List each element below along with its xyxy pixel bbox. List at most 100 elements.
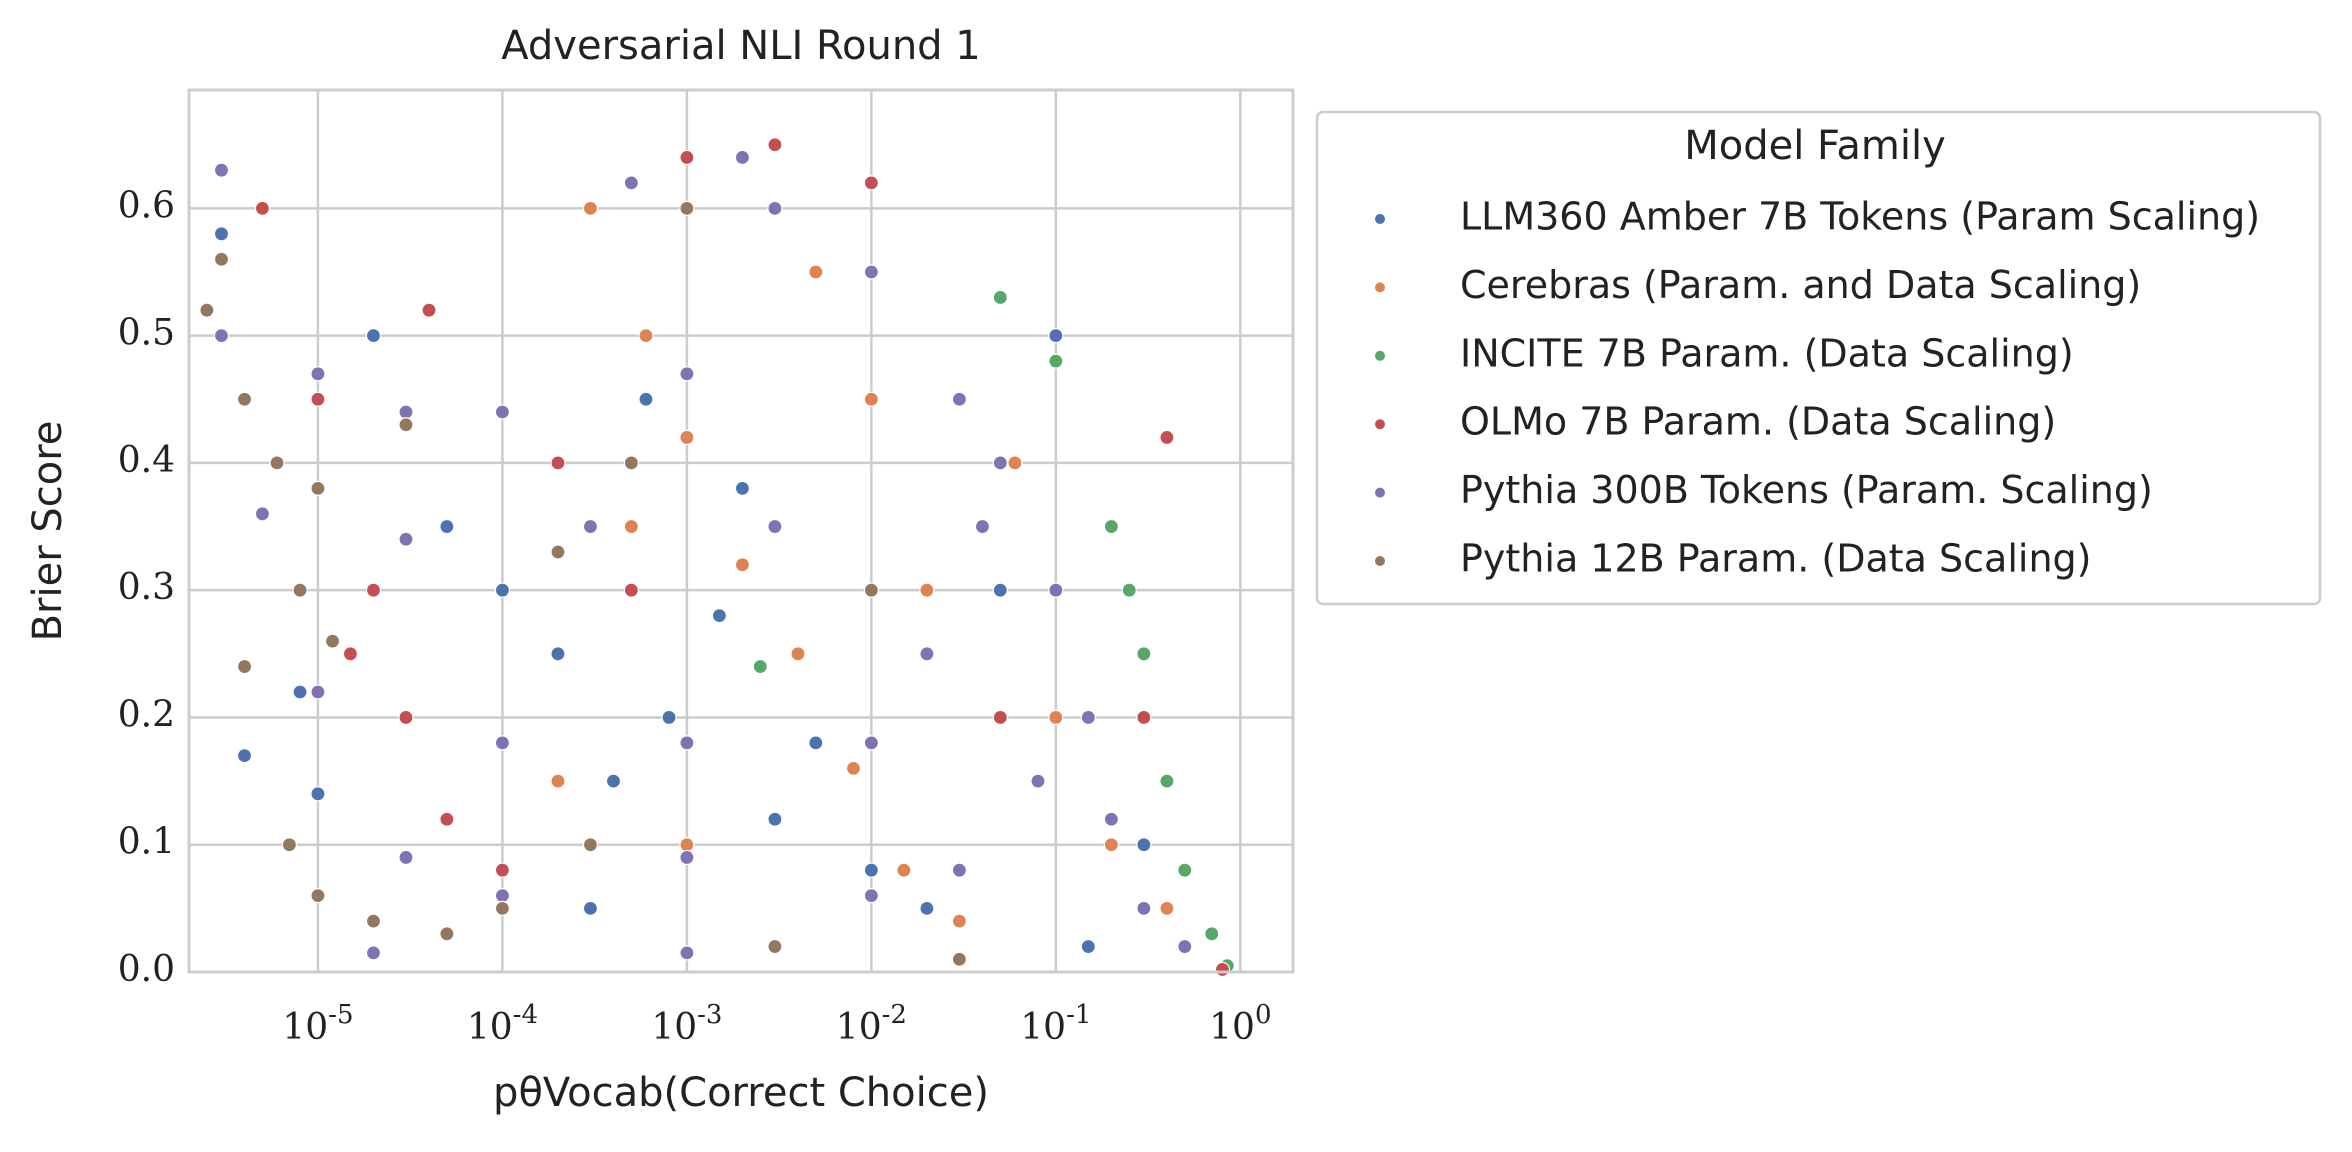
point: [199, 302, 215, 318]
point: [974, 518, 991, 535]
point: [863, 391, 879, 407]
point: [1121, 582, 1137, 598]
point: [638, 328, 654, 344]
plot-frame: [187, 88, 1295, 974]
point: [1080, 938, 1096, 955]
point: [896, 862, 912, 878]
point: [808, 264, 824, 280]
y-tick-label: 0.2: [118, 694, 175, 735]
y-tick-label: 0.0: [118, 949, 175, 990]
point: [292, 684, 308, 700]
point: [1159, 429, 1175, 446]
point: [734, 557, 751, 573]
y-axis-label: Brier Score: [25, 421, 71, 642]
point: [310, 888, 326, 904]
x-axis-label: pθVocab(Correct Choice): [493, 1070, 989, 1116]
point: [863, 175, 879, 191]
point: [236, 748, 253, 764]
point: [1136, 709, 1152, 726]
point: [494, 404, 511, 420]
point: [863, 264, 879, 280]
legend-label: LLM360 Amber 7B Tokens (Param Scaling): [1460, 195, 2260, 239]
point: [236, 658, 253, 675]
point: [213, 162, 230, 178]
point: [1103, 518, 1119, 535]
point: [494, 582, 511, 598]
chart-title: Adversarial NLI Round 1: [501, 23, 980, 69]
point: [398, 417, 414, 433]
point: [767, 518, 783, 535]
point: [1136, 646, 1152, 662]
legend-box: [1315, 110, 2322, 606]
point: [1136, 837, 1152, 853]
point: [605, 773, 622, 789]
point: [213, 328, 230, 344]
point: [1080, 709, 1096, 726]
point: [863, 735, 879, 751]
point: [310, 684, 326, 700]
point: [398, 531, 414, 547]
x-tick-label: 10-3: [651, 1000, 722, 1048]
point: [582, 837, 599, 853]
x-tick-label: 100: [1209, 1000, 1271, 1048]
point: [342, 646, 359, 662]
point: [623, 582, 639, 598]
legend-title: Model Family: [1684, 123, 1946, 169]
point: [398, 849, 414, 866]
point: [992, 289, 1008, 306]
legend-marker: [1375, 487, 1385, 498]
point: [1159, 773, 1175, 789]
point: [951, 862, 967, 878]
point: [992, 455, 1008, 471]
point: [439, 518, 455, 535]
point: [679, 945, 695, 961]
legend-marker: [1375, 350, 1385, 361]
point: [254, 506, 271, 522]
point: [1177, 938, 1193, 955]
legend-label: Cerebras (Param. and Data Scaling): [1460, 263, 2141, 307]
x-tick-label: 10-1: [1020, 1000, 1091, 1048]
point: [661, 709, 677, 726]
point: [1048, 353, 1064, 369]
plot-background: [189, 90, 1293, 972]
point: [1007, 455, 1023, 471]
point: [1103, 811, 1119, 827]
legend-label: INCITE 7B Param. (Data Scaling): [1460, 331, 2074, 375]
point: [767, 811, 783, 827]
point: [439, 926, 455, 942]
point: [439, 811, 455, 827]
point: [623, 175, 639, 191]
point: [213, 251, 230, 267]
point: [582, 200, 599, 216]
point: [863, 862, 879, 878]
point: [679, 366, 695, 382]
point: [808, 735, 824, 751]
point: [1204, 926, 1220, 942]
y-tick-label: 0.6: [118, 185, 175, 226]
point: [254, 200, 271, 216]
point: [494, 862, 511, 878]
point: [734, 480, 751, 496]
point: [679, 149, 695, 166]
y-tick-label: 0.5: [118, 313, 175, 354]
point: [421, 302, 437, 318]
point: [1136, 900, 1152, 916]
point: [951, 951, 967, 967]
point: [951, 913, 967, 929]
point: [582, 518, 599, 535]
point: [1103, 837, 1119, 853]
point: [494, 900, 511, 916]
point: [1048, 328, 1064, 344]
point: [734, 149, 751, 166]
point: [365, 328, 382, 344]
point: [638, 391, 654, 407]
point: [951, 391, 967, 407]
point: [679, 429, 695, 446]
x-tick-label: 10-2: [836, 1000, 907, 1048]
y-tick-label: 0.4: [118, 440, 175, 481]
point: [550, 544, 566, 560]
x-tick-label: 10-4: [467, 1000, 538, 1048]
point: [623, 518, 639, 535]
point: [281, 837, 297, 853]
